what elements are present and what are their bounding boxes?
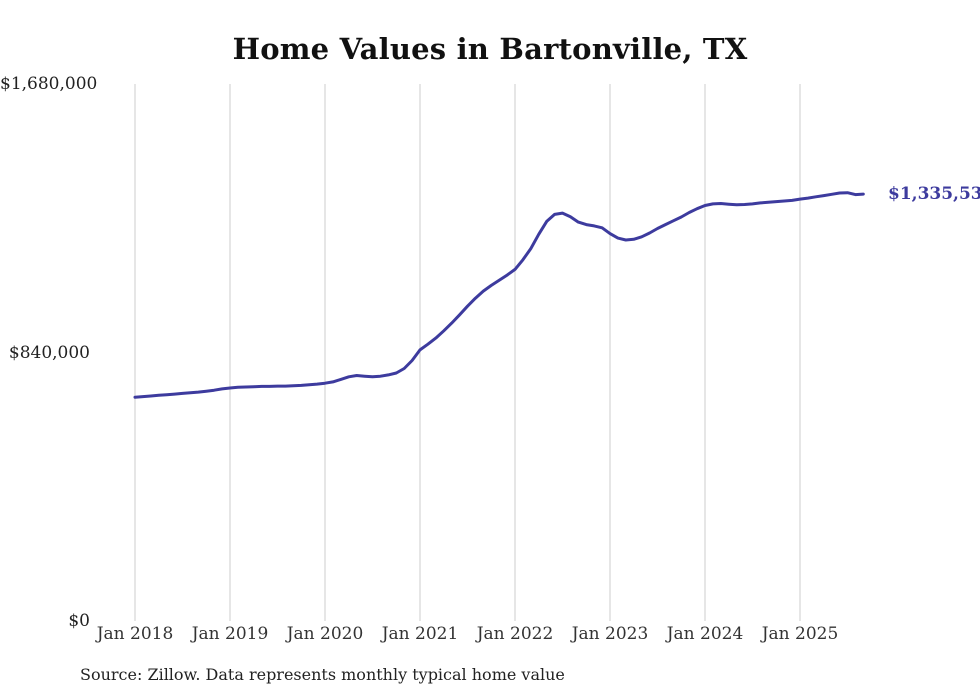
x-axis-tick-label: Jan 2018: [96, 624, 174, 644]
chart-title: Home Values in Bartonville, TX: [232, 32, 748, 66]
x-axis-tick-label: Jan 2025: [761, 624, 839, 644]
x-axis-tick-label: Jan 2020: [286, 624, 364, 644]
latest-value-label: $1,335,534: [888, 184, 980, 205]
y-axis-tick-label: $840,000: [8, 342, 90, 363]
x-axis-tick-label: Jan 2023: [571, 624, 649, 644]
x-axis-tick-label: Jan 2024: [666, 624, 744, 644]
source-note: Source: Zillow. Data represents monthly …: [80, 665, 565, 684]
x-axis-tick-label: Jan 2021: [381, 624, 459, 644]
x-axis-tick-label: Jan 2019: [191, 624, 269, 644]
x-axis-tick-label: Jan 2022: [476, 624, 554, 644]
y-axis-tick-label: $1,680,000: [0, 74, 98, 94]
y-axis-tick-label: $0: [68, 611, 90, 631]
value-line: [133, 191, 865, 399]
